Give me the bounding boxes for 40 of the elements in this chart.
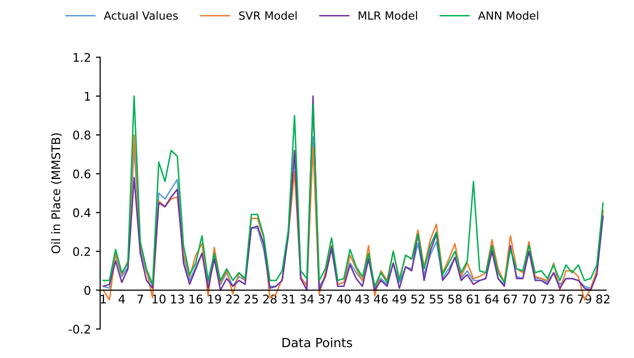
x-tick-label: 34 (300, 294, 314, 304)
x-tick-label: 82 (596, 294, 610, 304)
x-tick-label: 64 (485, 294, 499, 304)
x-tick-label: 22 (226, 294, 240, 304)
y-tick-label: 0 (84, 286, 90, 295)
legend-label: MLR Model (358, 11, 417, 20)
x-tick-label: 43 (355, 294, 369, 304)
x-tick-label: 46 (374, 294, 388, 304)
x-tick-label: 67 (504, 294, 517, 304)
y-tick-label: 0.4 (73, 208, 90, 218)
x-tick-label: 49 (392, 294, 406, 304)
x-tick-label: 52 (411, 294, 424, 304)
legend-label: Actual Values (104, 11, 178, 20)
x-tick-label: 76 (559, 294, 573, 304)
x-tick-label: 25 (244, 294, 258, 304)
x-tick-label: 7 (137, 294, 144, 304)
x-tick-label: 70 (522, 294, 536, 304)
x-tick-label: 61 (466, 294, 480, 304)
x-tick-label: 31 (282, 294, 295, 304)
y-tick-label: 0.6 (73, 169, 90, 178)
y-tick-label: -0.2 (68, 324, 90, 334)
x-tick-label: 16 (190, 294, 203, 304)
x-tick-label: 40 (336, 294, 351, 304)
y-tick-label: 1.2 (74, 53, 90, 62)
legend-label: SVR Model (239, 11, 297, 20)
y-tick-label: 1 (84, 92, 90, 101)
y-tick-label: 0.8 (73, 130, 90, 140)
x-tick-label: 1 (100, 294, 106, 304)
x-tick-label: 37 (318, 294, 332, 304)
x-axis-title: Data Points (282, 338, 352, 348)
y-axis-title: Oil in Place (MMSTB) (51, 133, 62, 254)
y-tick-label: 0.2 (73, 247, 90, 256)
x-tick-label: 55 (430, 294, 443, 304)
x-tick-label: 19 (208, 294, 221, 304)
legend-label: ANN Model (478, 11, 538, 20)
x-tick-label: 58 (448, 294, 462, 304)
x-tick-label: 13 (171, 294, 184, 304)
x-tick-label: 4 (118, 294, 125, 304)
x-tick-label: 73 (540, 294, 554, 304)
x-tick-label: 10 (152, 294, 166, 304)
